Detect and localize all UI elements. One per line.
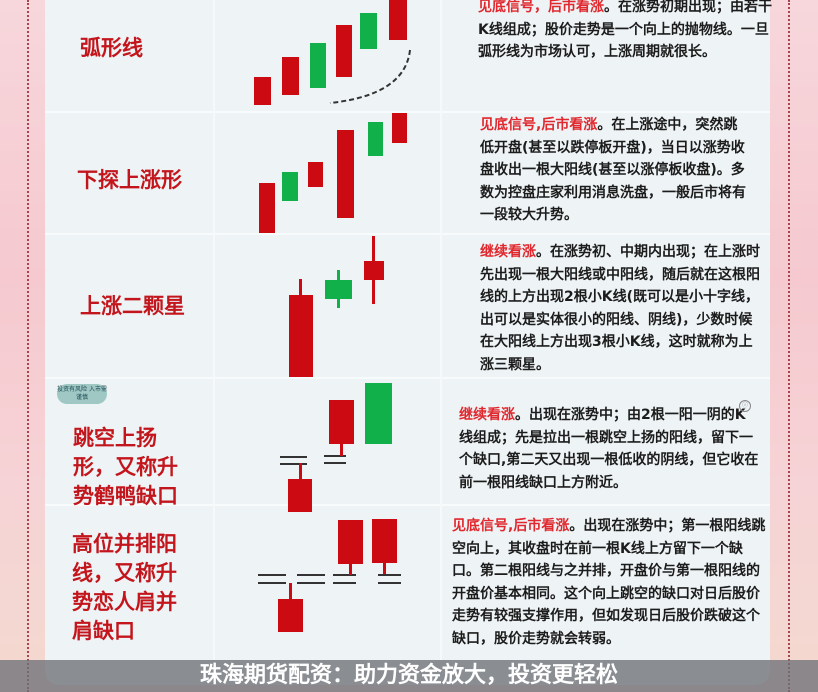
candle-bearish: [360, 13, 377, 49]
row-divider: [45, 111, 770, 113]
candle-bullish: [338, 520, 363, 564]
signal-text: 继续看涨: [459, 407, 515, 423]
gap-line: [297, 574, 325, 576]
gap-line: [378, 582, 401, 584]
candle-wick: [349, 562, 352, 575]
candle-bullish: [372, 519, 397, 563]
gap-line: [333, 582, 356, 584]
gap-line: [280, 463, 307, 465]
arc-curve: [329, 49, 411, 104]
gap-line: [258, 574, 286, 576]
pattern-description: 见底信号，后市看涨。在涨势初期出现；由若干K线组成；股价走势是一个向上的抛物线。…: [478, 0, 773, 64]
candle-wick: [289, 583, 292, 600]
pattern-description: 见底信号,后市看涨。在上涨途中，突然跳低开盘(甚至以跌停板开盘)，当日以涨势收盘…: [480, 114, 750, 227]
pattern-label-arc: 弧形线: [80, 36, 143, 60]
signal-text: 继续看涨: [480, 244, 536, 260]
description-text: 。出现在涨势中；由2根一阳一阴的K线组成；先是拉出一根跳空上扬的阳线，留下一个缺…: [459, 407, 759, 491]
gap-line: [280, 456, 307, 458]
pattern-label-dip-rise: 下探上涨形: [77, 168, 182, 192]
candle-bullish: [364, 261, 384, 280]
candle-bullish: [259, 183, 275, 233]
row-divider: [45, 233, 770, 235]
description-text: 。在上涨途中，突然跳低开盘(甚至以跌停板开盘)，当日以涨势收盘收出一根大阳线(甚…: [480, 117, 746, 223]
gap-line: [333, 574, 356, 576]
left-dotted-border: [27, 0, 29, 692]
candle-bullish: [282, 57, 299, 95]
gap-line: [378, 574, 401, 576]
candle-bullish: [278, 599, 303, 632]
pattern-label-side-by-side: 高位并排阳线，又称升势恋人肩并肩缺口: [72, 532, 177, 643]
risk-badge: 投资有风险 入市需谨慎: [57, 384, 107, 404]
watermark-banner: 珠海期货配资：助力资金放大，投资更轻松: [0, 660, 818, 692]
description-text: 。在涨势初、中期内出现；在上涨时先出现一根大阳线或中阳线，随后就在这根阳线的上方…: [480, 244, 760, 373]
candle-bullish: [289, 295, 313, 377]
candle-bullish: [254, 77, 271, 105]
content-card: [45, 0, 770, 685]
right-dotted-border: [788, 0, 790, 692]
candle-bearish: [282, 172, 298, 201]
candle-wick: [299, 279, 302, 299]
description-text: 。在涨势初期出现；由若干K线组成；股价走势是一个向上的抛物线。一旦弧形线为市场认…: [478, 0, 772, 60]
candle-bullish: [329, 400, 354, 444]
candle-bearish: [325, 280, 352, 299]
pattern-description: 继续看涨。在涨势初、中期内出现；在上涨时先出现一根大阳线或中阳线，随后就在这根阳…: [480, 241, 765, 376]
info-icon: ⓘ: [739, 400, 751, 412]
candle-bearish: [365, 383, 392, 444]
pattern-description: 见底信号,后市看涨。出现在涨势中；第一根阳线跳空向上，其收盘时在前一根K线上方留…: [452, 515, 770, 650]
candle-bullish: [288, 479, 312, 512]
candle-bearish: [368, 122, 383, 156]
column-divider: [213, 0, 215, 660]
candle-wick: [299, 463, 302, 481]
gap-line: [324, 455, 346, 457]
row-divider: [45, 504, 770, 506]
pattern-description: 继续看涨。出现在涨势中；由2根一阳一阴的K线组成；先是拉出一根跳空上扬的阳线，留…: [459, 404, 759, 494]
signal-text: 见底信号,后市看涨: [480, 117, 598, 133]
pattern-label-two-stars: 上涨二颗星: [80, 294, 185, 318]
gap-line: [297, 582, 325, 584]
signal-text: 见底信号，后市看涨: [478, 0, 604, 15]
candle-bullish: [392, 113, 407, 143]
gap-line: [324, 462, 346, 464]
candle-wick: [340, 440, 343, 456]
description-text: 。出现在涨势中；第一根阳线跳空向上，其收盘时在前一根K线上方留下一个缺口。第二根…: [452, 518, 766, 647]
candle-bullish: [389, 0, 407, 40]
pattern-label-gap-up: 跳空上扬形，又称升势鹤鸭缺口: [73, 426, 178, 508]
candle-bullish: [308, 162, 323, 187]
signal-text: 见底信号,后市看涨: [452, 518, 570, 534]
row-divider: [45, 377, 770, 379]
gap-line: [258, 582, 286, 584]
candle-bullish: [337, 130, 354, 218]
column-divider: [440, 0, 442, 660]
candle-wick: [383, 561, 386, 574]
candle-bullish: [336, 25, 352, 77]
candle-bearish: [310, 43, 326, 88]
